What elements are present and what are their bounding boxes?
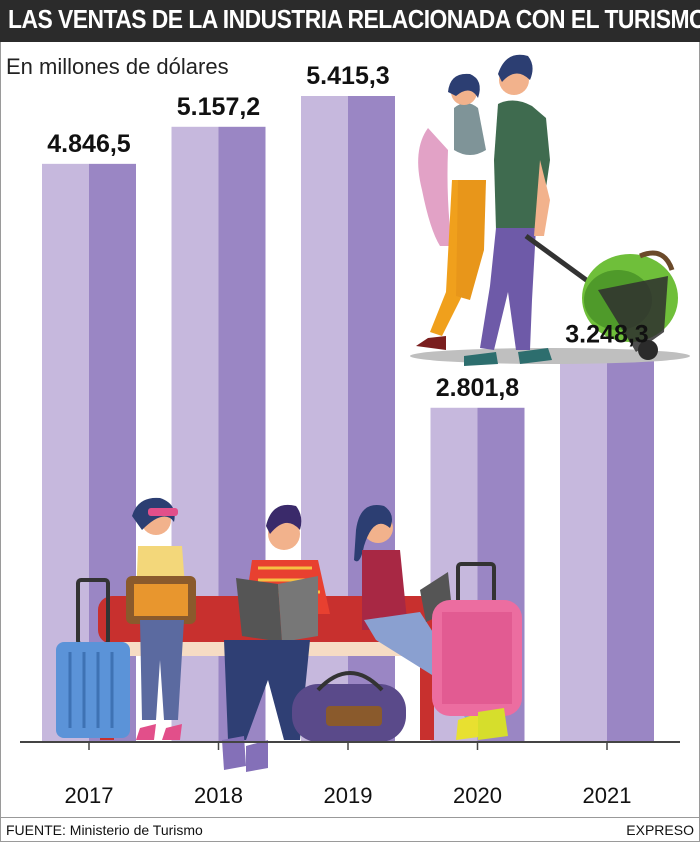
value-label-2017: 4.846,5 (47, 130, 131, 158)
title-bar: LAS VENTAS DE LA INDUSTRIA RELACIONADA C… (0, 0, 700, 42)
couple-with-luggage-illustration (410, 54, 690, 366)
value-label-2021: 3.248,3 (565, 321, 648, 349)
category-label-2021: 2021 (583, 783, 632, 808)
value-label-2020: 2.801,8 (436, 374, 520, 402)
bar-2021 (560, 354, 654, 742)
brand-name: EXPRESO (626, 822, 694, 838)
category-label-2019: 2019 (324, 783, 373, 808)
ticks-layer (88, 742, 608, 750)
value-label-2019: 5.415,3 (306, 62, 389, 90)
travelers-on-bench-illustration (56, 497, 522, 772)
page-title: LAS VENTAS DE LA INDUSTRIA RELACIONADA C… (8, 4, 700, 34)
chart-subtitle: En millones de dólares (6, 54, 229, 79)
labels-layer: 4.846,5 2017 5.157,2 2018 5.415,3 2019 2.801,8… (47, 62, 648, 808)
source-note: FUENTE: Ministerio de Turismo (6, 822, 203, 838)
category-label-2017: 2017 (65, 783, 114, 808)
value-label-2018: 5.157,2 (177, 93, 260, 121)
footer-divider (0, 817, 700, 818)
bars-layer (42, 96, 654, 742)
category-label-2018: 2018 (194, 783, 243, 808)
category-label-2020: 2020 (453, 783, 502, 808)
